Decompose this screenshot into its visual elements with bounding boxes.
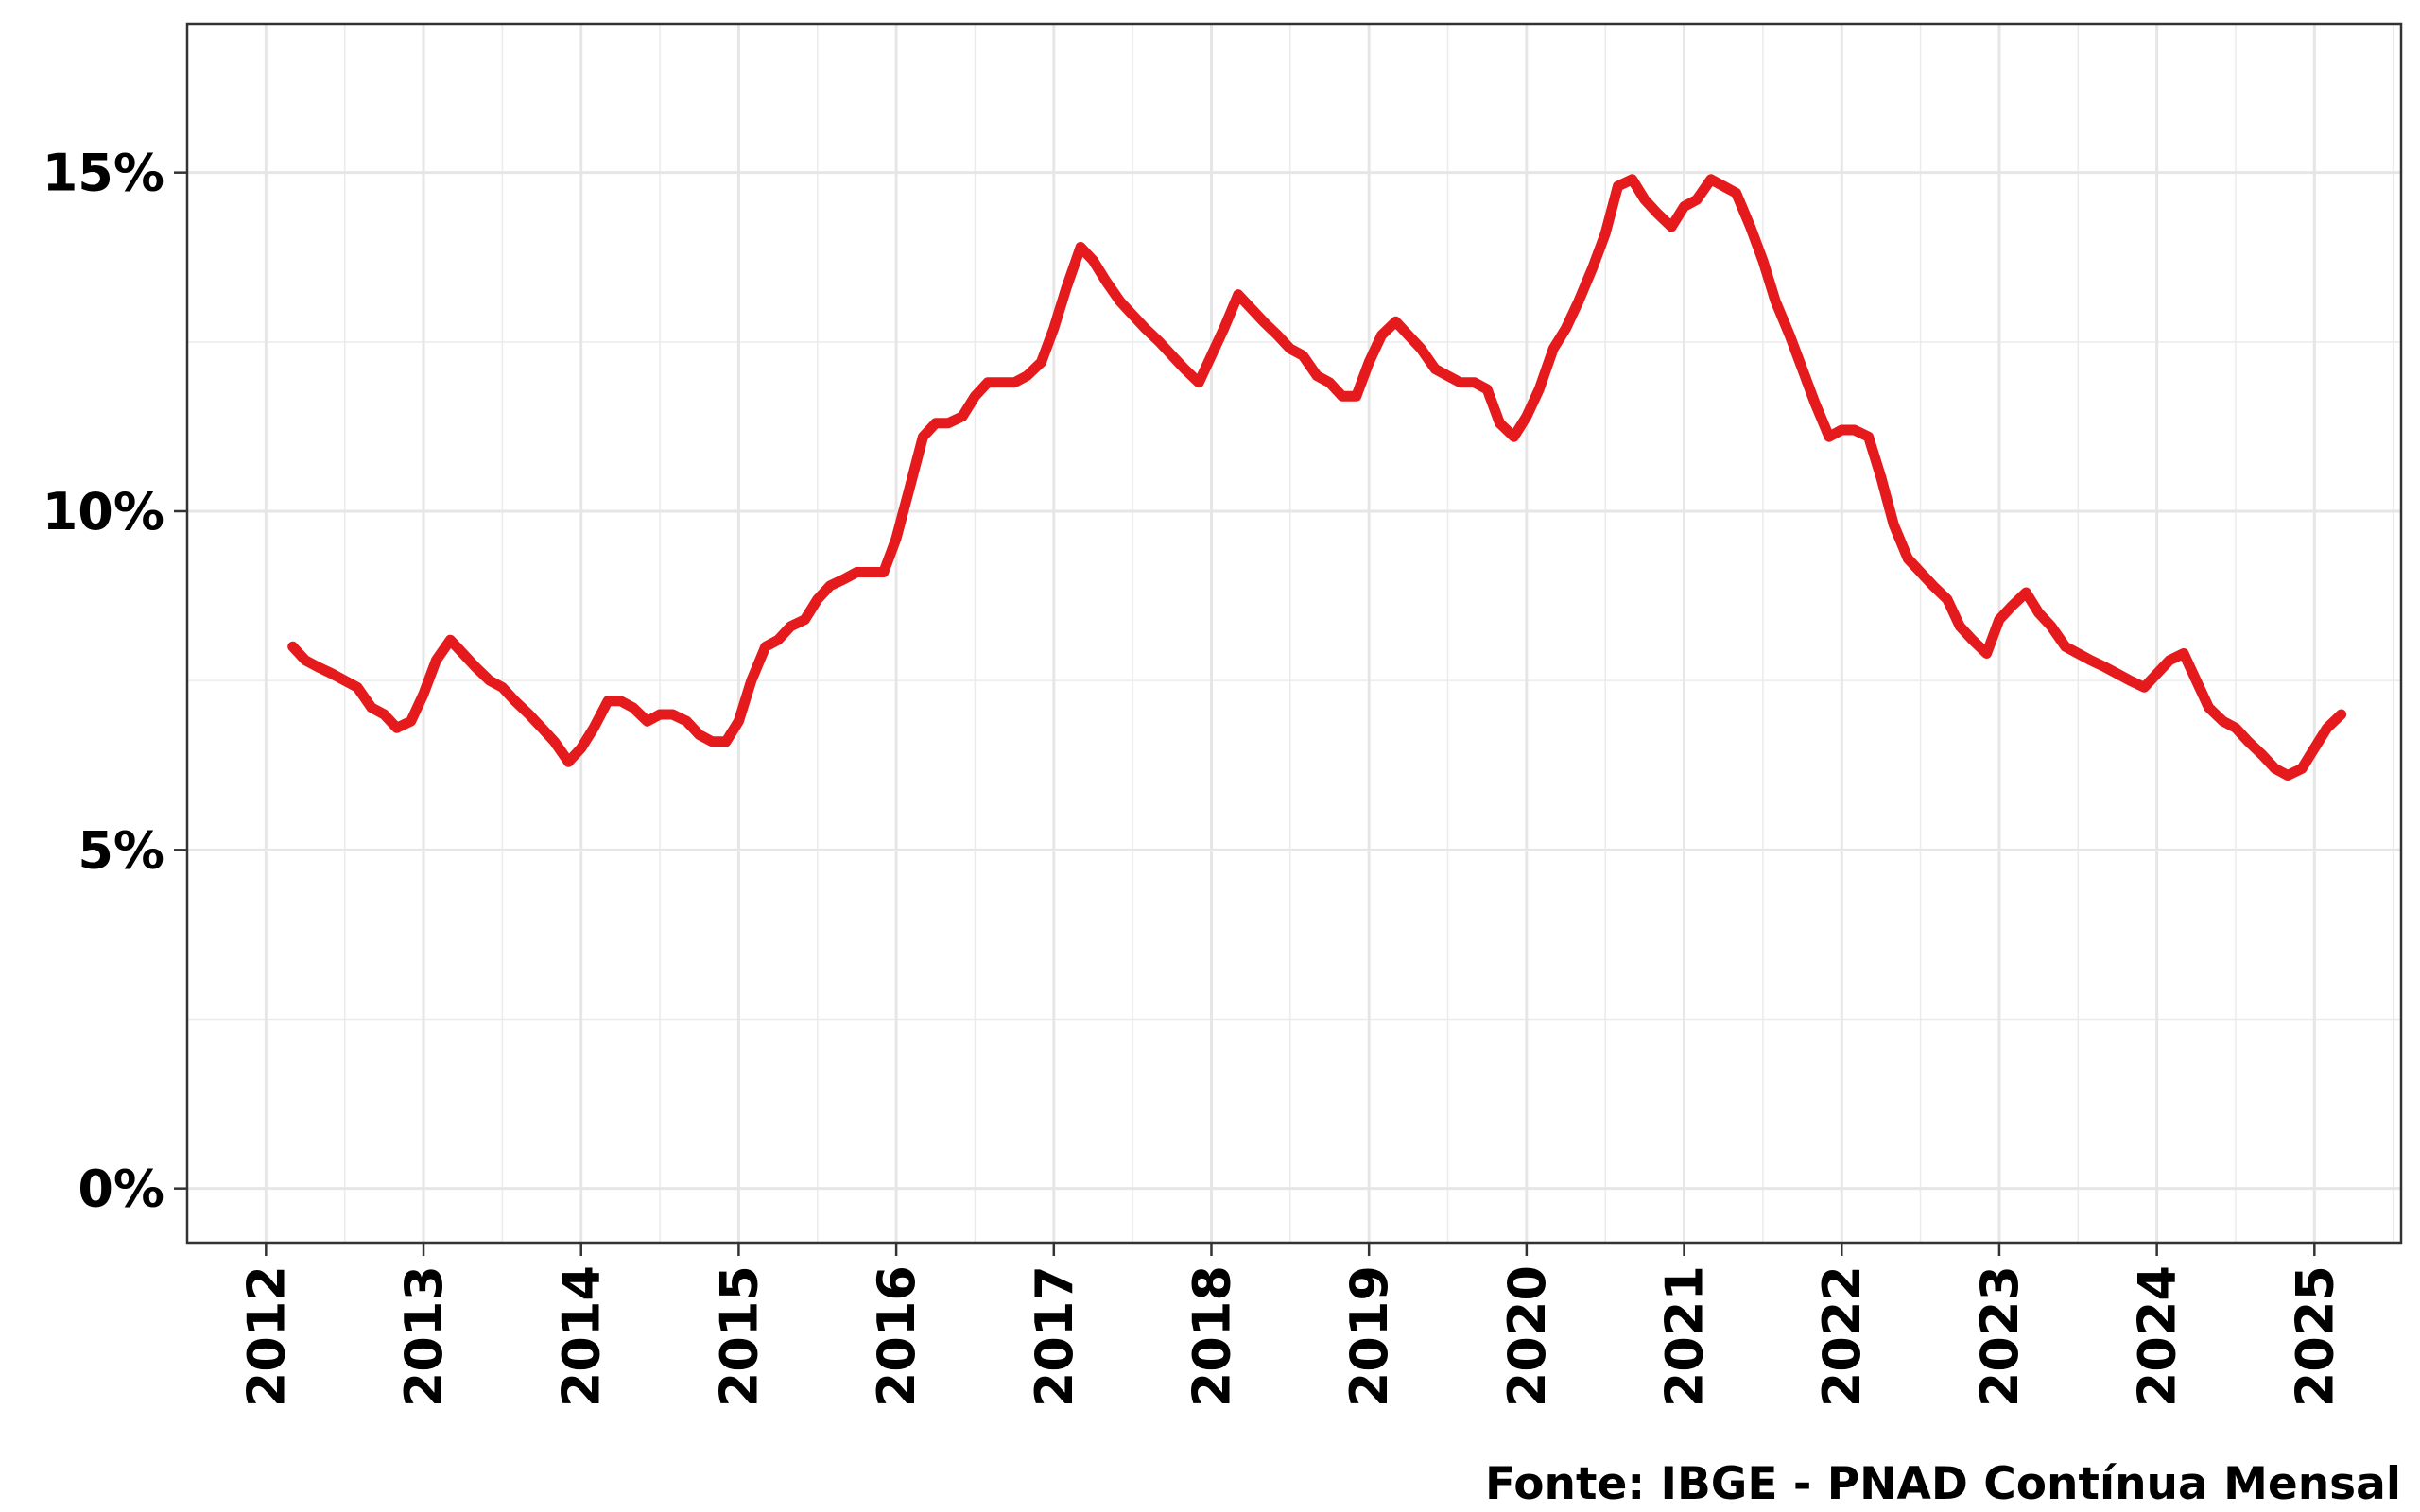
x-tick-label: 2016	[867, 1265, 926, 1407]
series-layer	[287, 174, 2347, 781]
x-tick-label: 2023	[1970, 1265, 2030, 1407]
y-tick-label: 0%	[78, 1160, 164, 1219]
x-tick-label: 2020	[1497, 1265, 1557, 1407]
x-tick-label: 2024	[2128, 1265, 2187, 1407]
y-axis: 0% 5% 10% 15%	[43, 144, 187, 1219]
x-tick-label: 2018	[1182, 1265, 1241, 1407]
plot-border	[185, 22, 2403, 1245]
x-tick-label: 2025	[2285, 1265, 2344, 1407]
unemployment-rate-line	[287, 174, 2347, 781]
x-tick-label: 2019	[1340, 1265, 1399, 1407]
y-tick-label: 10%	[43, 482, 164, 541]
x-tick-label: 2022	[1812, 1265, 1872, 1407]
x-tick-label: 2021	[1655, 1265, 1715, 1407]
minor-gridlines	[187, 24, 2401, 1243]
x-tick-label: 2014	[552, 1265, 612, 1407]
x-tick-label: 2015	[709, 1265, 769, 1407]
plot-background	[187, 24, 2401, 1243]
y-tick-label: 15%	[43, 144, 164, 203]
major-gridlines	[187, 24, 2401, 1243]
y-tick-label: 5%	[78, 820, 164, 880]
x-tick-label: 2012	[236, 1265, 296, 1407]
x-axis: 2012 2013 2014 2015 2016 2017 2018 2019 2020 2021…	[236, 1243, 2344, 1407]
x-tick-label: 2013	[394, 1265, 454, 1407]
x-tick-label: 2017	[1025, 1265, 1084, 1407]
source-caption: Fonte: IBGE - PNAD Contínua Mensal	[1485, 1458, 2401, 1510]
